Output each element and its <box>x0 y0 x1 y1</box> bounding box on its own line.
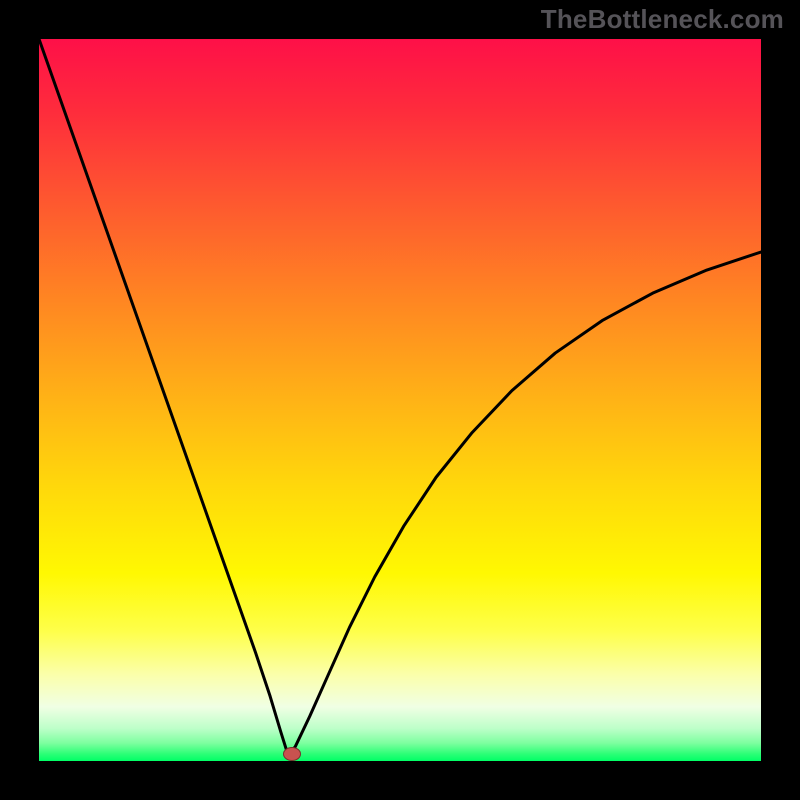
bottleneck-curve <box>39 39 761 761</box>
plot-frame <box>34 34 766 766</box>
minimum-marker <box>283 747 301 761</box>
watermark-text: TheBottleneck.com <box>541 4 784 35</box>
chart-stage: TheBottleneck.com <box>0 0 800 800</box>
curve-path <box>39 39 761 755</box>
